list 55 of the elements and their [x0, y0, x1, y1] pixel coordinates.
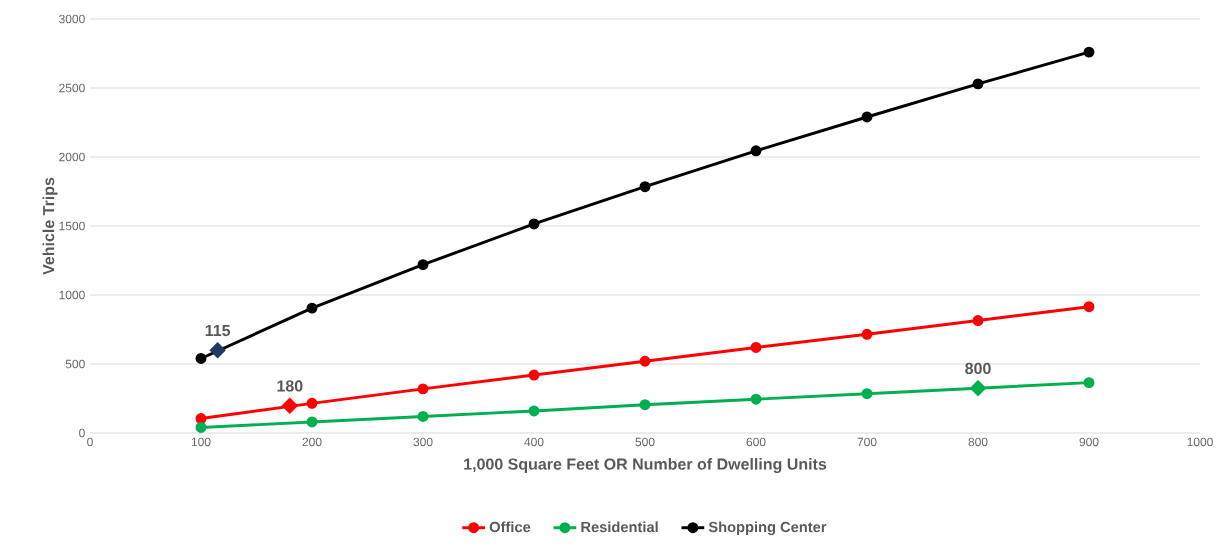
annotation: 180 [277, 380, 303, 392]
point [528, 369, 540, 381]
point [861, 328, 873, 340]
x-tick-label: 900 [1079, 437, 1099, 447]
y-tick-label: 0 [79, 428, 85, 438]
x-tick-label: 400 [524, 437, 544, 447]
legend-label: Residential [581, 521, 658, 533]
point [528, 405, 540, 417]
point [306, 416, 318, 428]
point [639, 399, 651, 411]
x-tick-label: 0 [87, 437, 93, 447]
point [195, 413, 207, 424]
y-axis-title: Vehicle Trips [42, 177, 58, 275]
point [1083, 301, 1095, 313]
y-tick-label: 500 [65, 359, 85, 369]
legend-label: Shopping Center [708, 521, 827, 536]
point [639, 355, 651, 367]
y-tick-label: 2000 [59, 152, 85, 162]
y-tick-label: 1000 [59, 290, 85, 300]
x-tick-label: 100 [191, 437, 211, 447]
x-tick-label: 1000 [1187, 437, 1213, 447]
point [417, 259, 429, 271]
point [195, 353, 207, 364]
point [306, 397, 318, 409]
point [417, 410, 429, 422]
x-tick-label: 800 [968, 437, 988, 447]
point [750, 145, 762, 157]
annotation: 115 [205, 325, 231, 337]
point [972, 315, 984, 326]
point [1083, 46, 1095, 58]
x-tick-label: 700 [857, 437, 877, 447]
point [281, 397, 299, 414]
point [639, 181, 651, 193]
point [750, 393, 762, 405]
x-tick-label: 300 [413, 437, 433, 447]
point [195, 422, 207, 433]
x-axis-title: 1,000 Square Feet OR Number of Dwelling Units [464, 458, 827, 474]
point [528, 218, 540, 230]
y-tick-label: 3000 [59, 14, 85, 24]
point [861, 388, 873, 400]
legend-label: Office [489, 521, 531, 533]
point [1083, 377, 1095, 389]
point [750, 341, 762, 353]
y-tick-label: 1500 [59, 221, 85, 231]
point [306, 302, 318, 314]
point [972, 78, 984, 90]
point [969, 379, 987, 397]
point [209, 341, 226, 359]
annotation: 800 [965, 362, 991, 375]
y-tick-label: 2500 [59, 83, 85, 93]
point [861, 111, 873, 123]
x-tick-label: 500 [635, 437, 655, 447]
x-tick-label: 600 [746, 437, 766, 447]
x-tick-label: 200 [302, 437, 322, 447]
point [417, 383, 429, 395]
